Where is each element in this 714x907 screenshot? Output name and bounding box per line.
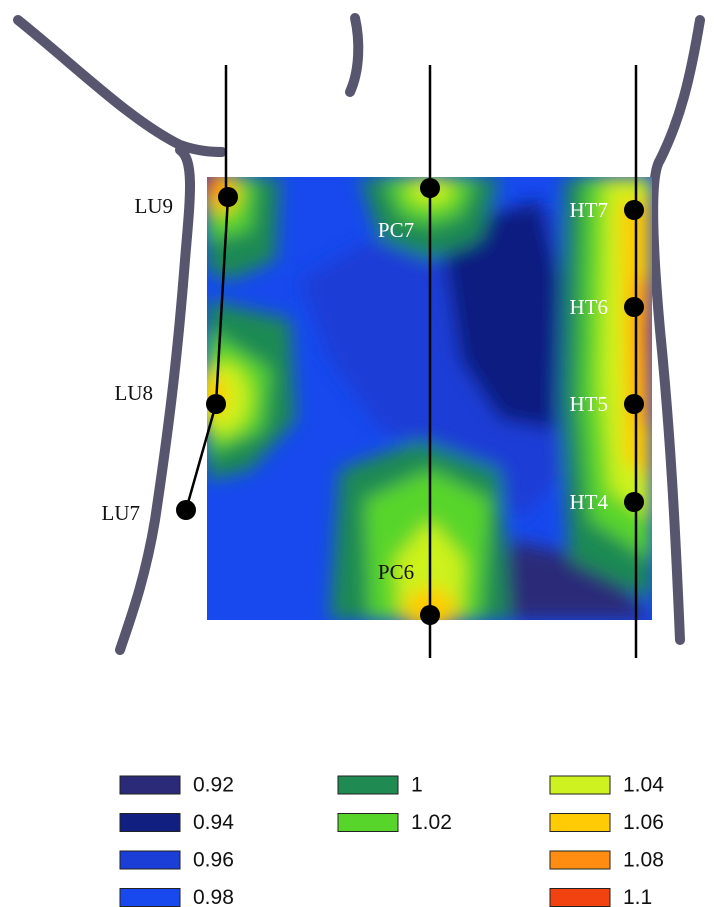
acupoint-dot	[624, 297, 644, 317]
legend-swatch	[550, 889, 610, 907]
acupoint-label: HT4	[570, 490, 609, 514]
acupoint-label: PC7	[378, 218, 414, 242]
legend-swatch	[550, 814, 610, 832]
legend-label: 1	[411, 774, 423, 797]
legend-swatch	[550, 851, 610, 869]
acupoint-label: HT5	[570, 392, 609, 416]
acupoint-dot	[218, 187, 238, 207]
acupoint-label: LU9	[135, 194, 174, 218]
legend: 0.92 0.94 0.96 0.98 1 1.02 1.04 1.06 1.08 1.1	[120, 774, 664, 907]
legend-swatch	[120, 851, 180, 869]
figure: LU9 PC7 HT7 HT6 HT5 LU8 HT4 LU7 PC6 0.92 0.94 0.96…	[0, 0, 714, 907]
legend-label: 0.94	[193, 811, 234, 834]
legend-label: 1.02	[411, 811, 452, 834]
acupoint-dot	[420, 178, 440, 198]
acupoint-label: HT7	[570, 198, 609, 222]
legend-swatch	[338, 776, 398, 794]
legend-label: 1.1	[623, 886, 652, 907]
legend-label: 1.04	[623, 774, 664, 797]
acupoint-label: LU7	[102, 501, 141, 525]
legend-label: 0.96	[193, 849, 234, 872]
legend-label: 1.08	[623, 849, 664, 872]
acupoint-dot	[206, 394, 226, 414]
acupoint-dot	[624, 394, 644, 414]
acupoint-label: HT6	[570, 295, 609, 319]
legend-swatch	[120, 889, 180, 907]
legend-label: 0.98	[193, 886, 234, 907]
acupoint-dot	[624, 492, 644, 512]
legend-label: 1.06	[623, 811, 664, 834]
acupoint-label: PC6	[378, 560, 414, 584]
legend-label: 0.92	[193, 774, 234, 797]
legend-swatch	[338, 814, 398, 832]
acupoint-dot	[624, 200, 644, 220]
acupoint-dot	[176, 500, 196, 520]
legend-swatch	[550, 776, 610, 794]
legend-swatch	[120, 814, 180, 832]
legend-swatch	[120, 776, 180, 794]
acupoint-dot	[420, 605, 440, 625]
acupoint-label: LU8	[115, 381, 154, 405]
